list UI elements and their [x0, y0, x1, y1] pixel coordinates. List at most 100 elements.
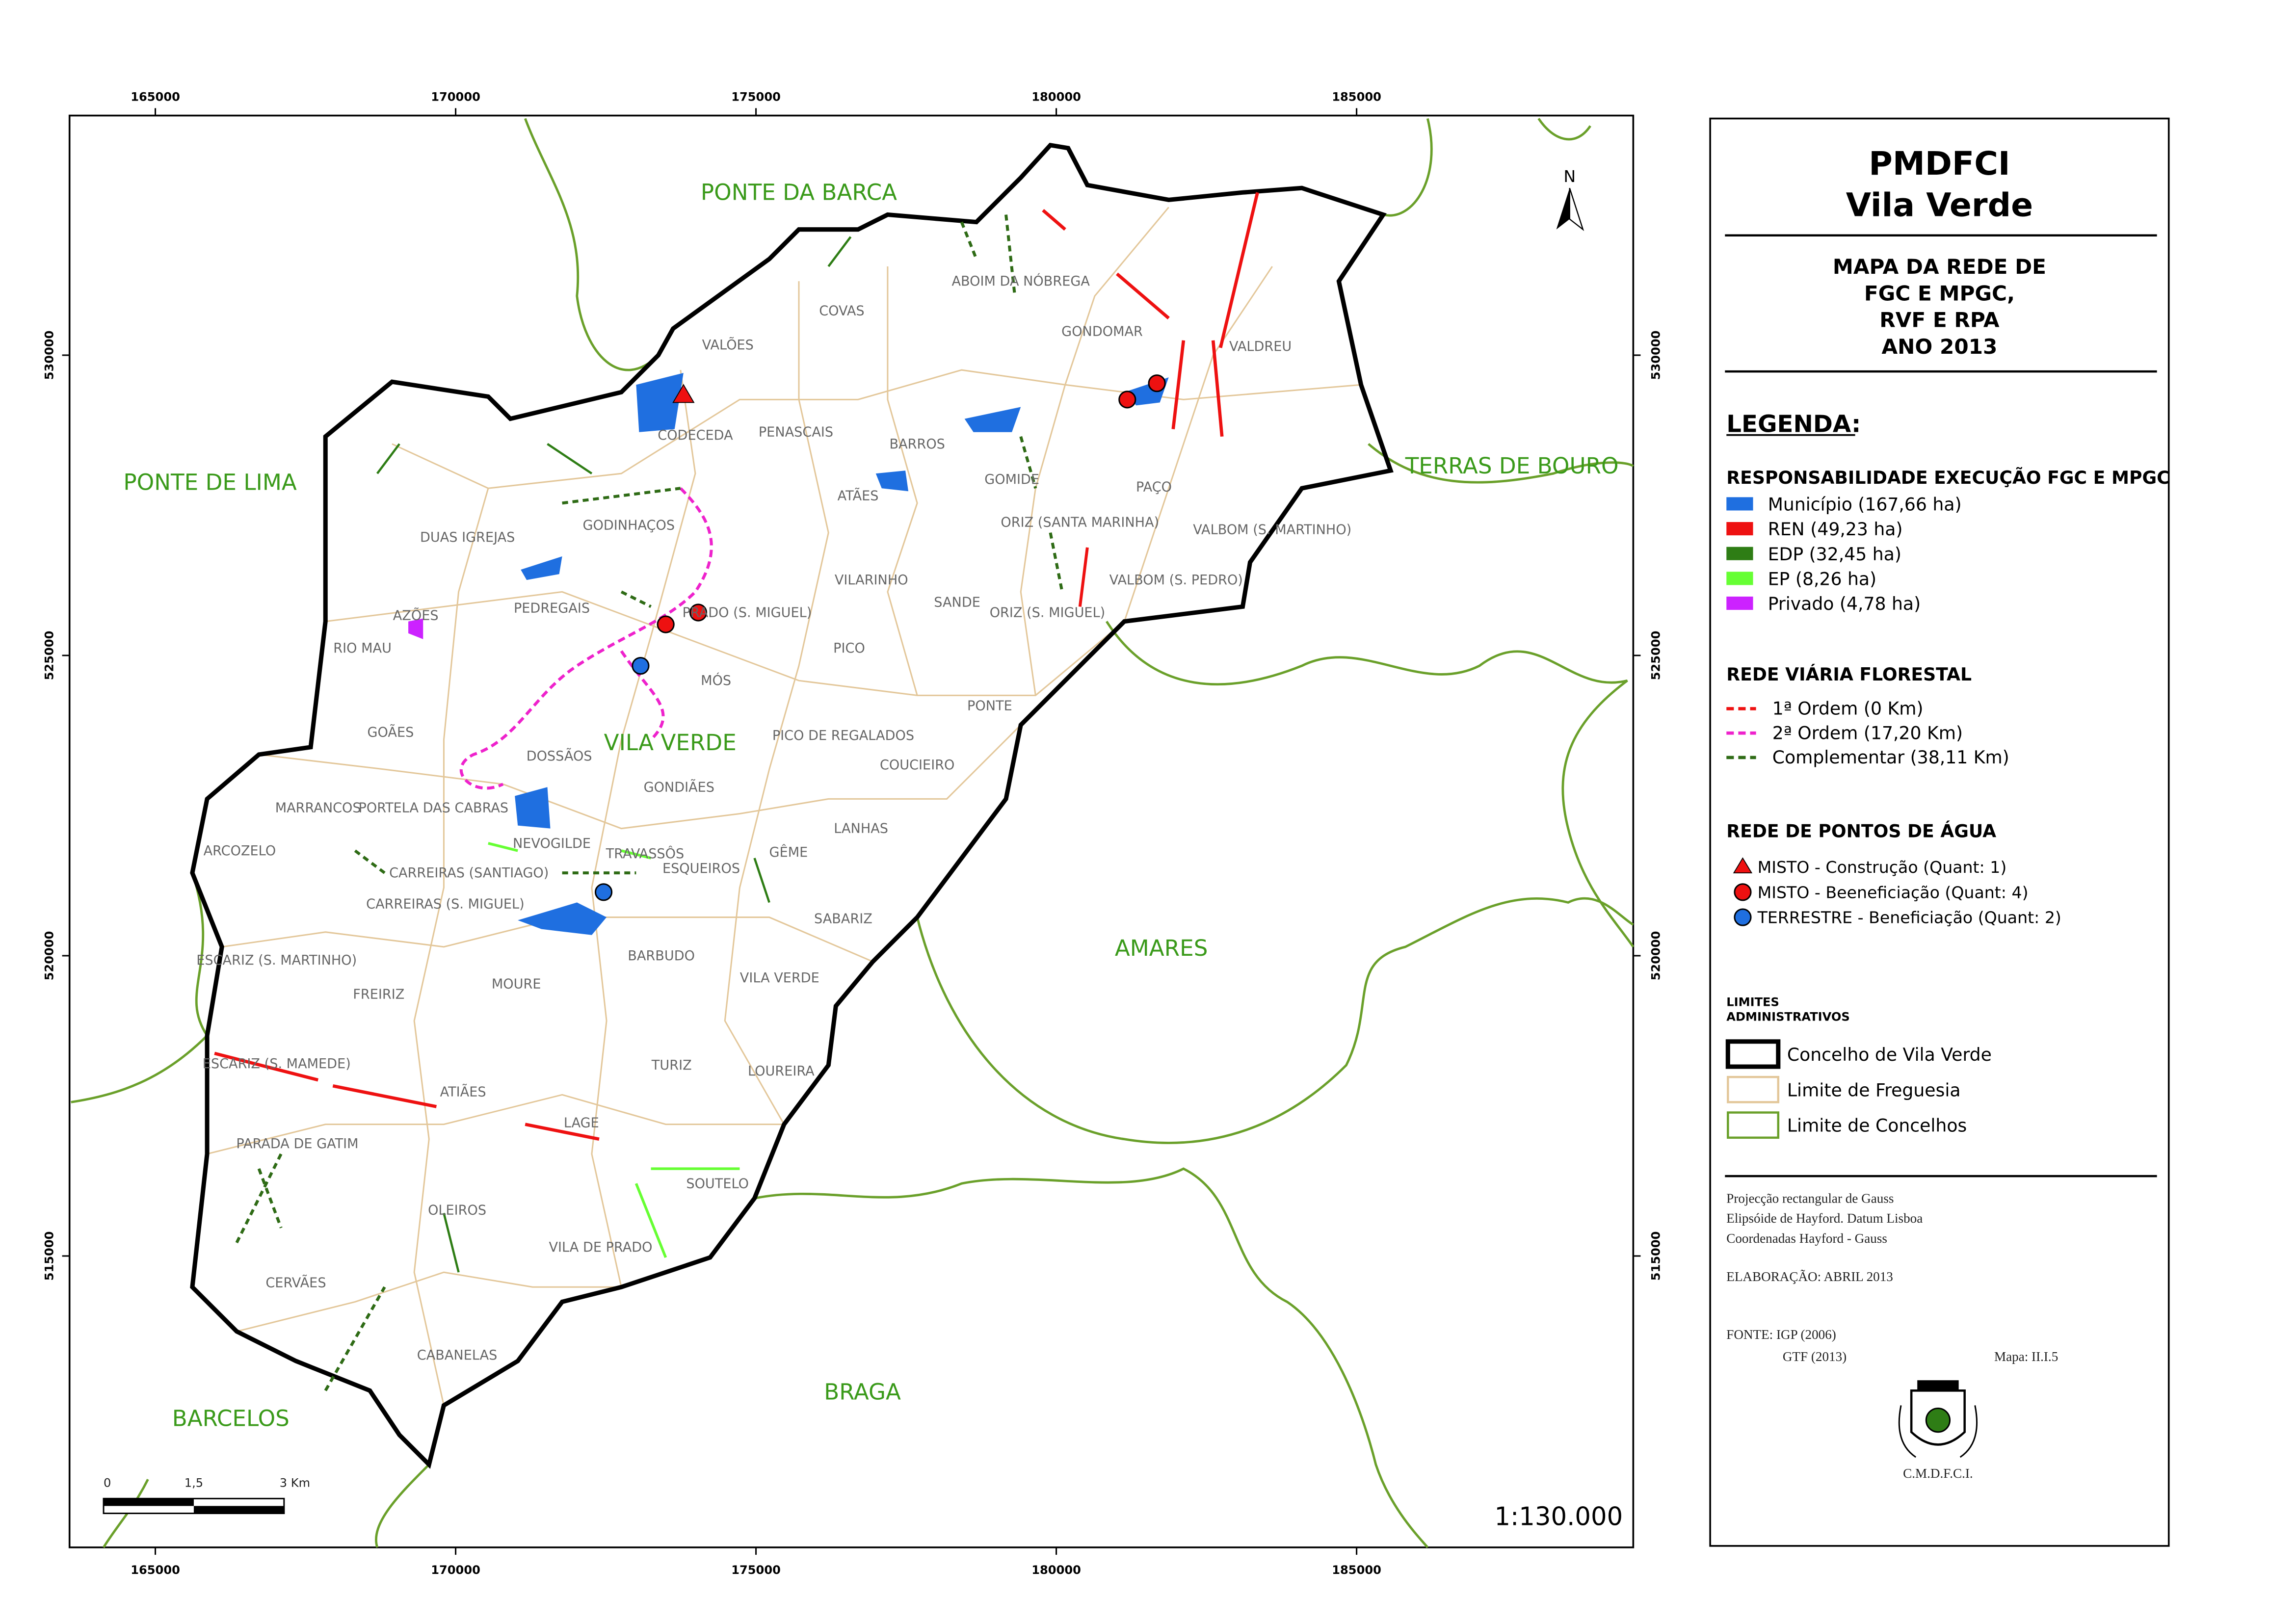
scale-bar-label: 1,5 [185, 1476, 203, 1490]
parish-label: GOMIDE [984, 472, 1039, 487]
parish-limit [724, 281, 829, 1125]
x-tick-label: 175000 [731, 90, 781, 104]
parish-label: LOUREIRA [748, 1064, 815, 1079]
parish-label: ESQUEIROS [662, 861, 740, 876]
parish-label: NEVOGILDE [513, 836, 591, 851]
edp-line [376, 236, 852, 1273]
concelho-limit [375, 1464, 430, 1548]
parish-label: PENASCAIS [759, 425, 833, 440]
limits-title: LIMITES [1726, 995, 1779, 1009]
parish-label: LANHAS [834, 821, 888, 837]
parish-label: SANDE [934, 595, 980, 610]
ren-line [1078, 547, 1089, 607]
parish-label: ATÃES [838, 488, 879, 503]
water-point-terrestre [632, 656, 650, 675]
parish-label: CERVÃES [265, 1275, 326, 1290]
panel-subtitle: ANO 2013 [1881, 335, 1997, 359]
ep-line [488, 842, 740, 1258]
legend-swatch [1726, 522, 1753, 536]
parish-label: MARRANCOS [275, 801, 361, 816]
scale-bar [193, 1506, 284, 1514]
parish-label: FREIRIZ [353, 987, 404, 1002]
emblem [1898, 1380, 1978, 1458]
legend-swatch [1727, 1075, 1780, 1103]
region-label: TERRAS DE BOURO [1405, 453, 1619, 479]
region-label: VILA VERDE [604, 730, 737, 756]
municipio-area [521, 556, 562, 580]
parish-label: COUCIEIRO [880, 758, 954, 773]
parish-label: ORIZ (S. MIGUEL) [990, 605, 1106, 621]
privado-area [408, 618, 423, 639]
parish-label: DOSSÃOS [527, 748, 592, 764]
region-label: BARCELOS [172, 1406, 290, 1432]
panel-title: PMDFCI [1869, 144, 2010, 183]
parish-label: PEDREGAIS [514, 601, 590, 616]
source: GTF (2013) [1783, 1349, 1847, 1364]
parish-label: VILA DE PRADO [549, 1240, 653, 1255]
elaboration: ELABORAÇÃO: ABRIL 2013 [1726, 1269, 1893, 1284]
note: Elipsóide de Hayford. Datum Lisboa [1726, 1211, 1923, 1226]
legend-label: EDP (32,45 ha) [1768, 544, 1901, 565]
legend-label: Privado (4,78 ha) [1768, 593, 1921, 614]
concelho-limit [754, 1167, 1429, 1548]
municipio-area [636, 373, 684, 432]
limits-title: ADMINISTRATIVOS [1726, 1010, 1849, 1024]
parish-label: BARBUDO [628, 948, 695, 964]
parish-label: ABOIM DA NÓBREGA [951, 273, 1090, 289]
concelho-limit [1537, 118, 1591, 141]
concelho-limit [916, 897, 1634, 1144]
water-point-misto [689, 603, 708, 622]
parish-label: VALÕES [702, 337, 754, 353]
note: Coordenadas Hayford - Gauss [1726, 1231, 1887, 1246]
region-label: PONTE DE LIMA [123, 469, 297, 495]
concelho-limit [102, 1479, 149, 1548]
water-point-misto [1148, 374, 1166, 393]
concelho-limit [1383, 118, 1433, 217]
parish-limit [887, 266, 918, 696]
parish-limit [591, 369, 696, 1287]
parish-label: PORTELA DAS CABRAS [359, 801, 509, 816]
parish-label: ESCARIZ (S. MAMEDE) [203, 1056, 351, 1072]
x-tick-label: 170000 [431, 90, 480, 104]
legend-swatch [1734, 883, 1752, 901]
parish-limit [1123, 266, 1273, 622]
x-tick-label: 185000 [1332, 90, 1381, 104]
parish-label: PICO DE REGALADOS [772, 728, 914, 743]
map-scale: 1:130.000 [1494, 1502, 1623, 1532]
parish-label: ORIZ (SANTA MARINHA) [1001, 515, 1159, 530]
parish-label: TRAVASSÔS [606, 846, 685, 862]
north-label: N [1563, 167, 1576, 186]
municipio-area [875, 471, 909, 492]
legend-label: Concelho de Vila Verde [1787, 1044, 1992, 1065]
concelho-limit [71, 872, 209, 1103]
road-complementary [235, 214, 1064, 1391]
municipio-area [515, 787, 551, 829]
parish-label: GONDOMAR [1061, 324, 1143, 340]
emblem-detail [1925, 1407, 1951, 1433]
legend-label: TERRESTRE - Beneficiação (Quant: 2) [1757, 908, 2061, 927]
panel-subtitle: MAPA DA REDE DE [1833, 255, 2046, 279]
parish-label: PICO [833, 641, 865, 656]
water-point-misto [1118, 391, 1136, 409]
parish-label: GONDIÃES [644, 779, 714, 795]
concelho-limit [1106, 621, 1635, 948]
y-tick-label: 520000 [1649, 931, 1663, 981]
parish-label: VALDREU [1229, 339, 1292, 354]
concelho-boundary [190, 142, 1394, 1469]
legend-swatch [1726, 547, 1753, 560]
legend-label: 2ª Ordem (17,20 Km) [1772, 722, 1963, 743]
legend-label: REN (49,23 ha) [1768, 519, 1903, 540]
map-id: Mapa: II.I.5 [1994, 1349, 2058, 1364]
x-tick-label: 165000 [131, 90, 180, 104]
y-tick-label: 525000 [1649, 631, 1663, 681]
x-tick-label: 170000 [431, 1563, 480, 1577]
parish-limit [207, 1094, 784, 1155]
parish-label: PAÇO [1136, 479, 1172, 495]
parish-label: GOÃES [368, 725, 414, 740]
legend-panel [1709, 117, 2170, 1547]
legend-label: EP (8,26 ha) [1768, 568, 1876, 589]
legend-section-title: REDE VIÁRIA FLORESTAL [1726, 664, 1972, 685]
municipio-area [518, 902, 607, 935]
parish-label: PONTE [967, 698, 1012, 713]
